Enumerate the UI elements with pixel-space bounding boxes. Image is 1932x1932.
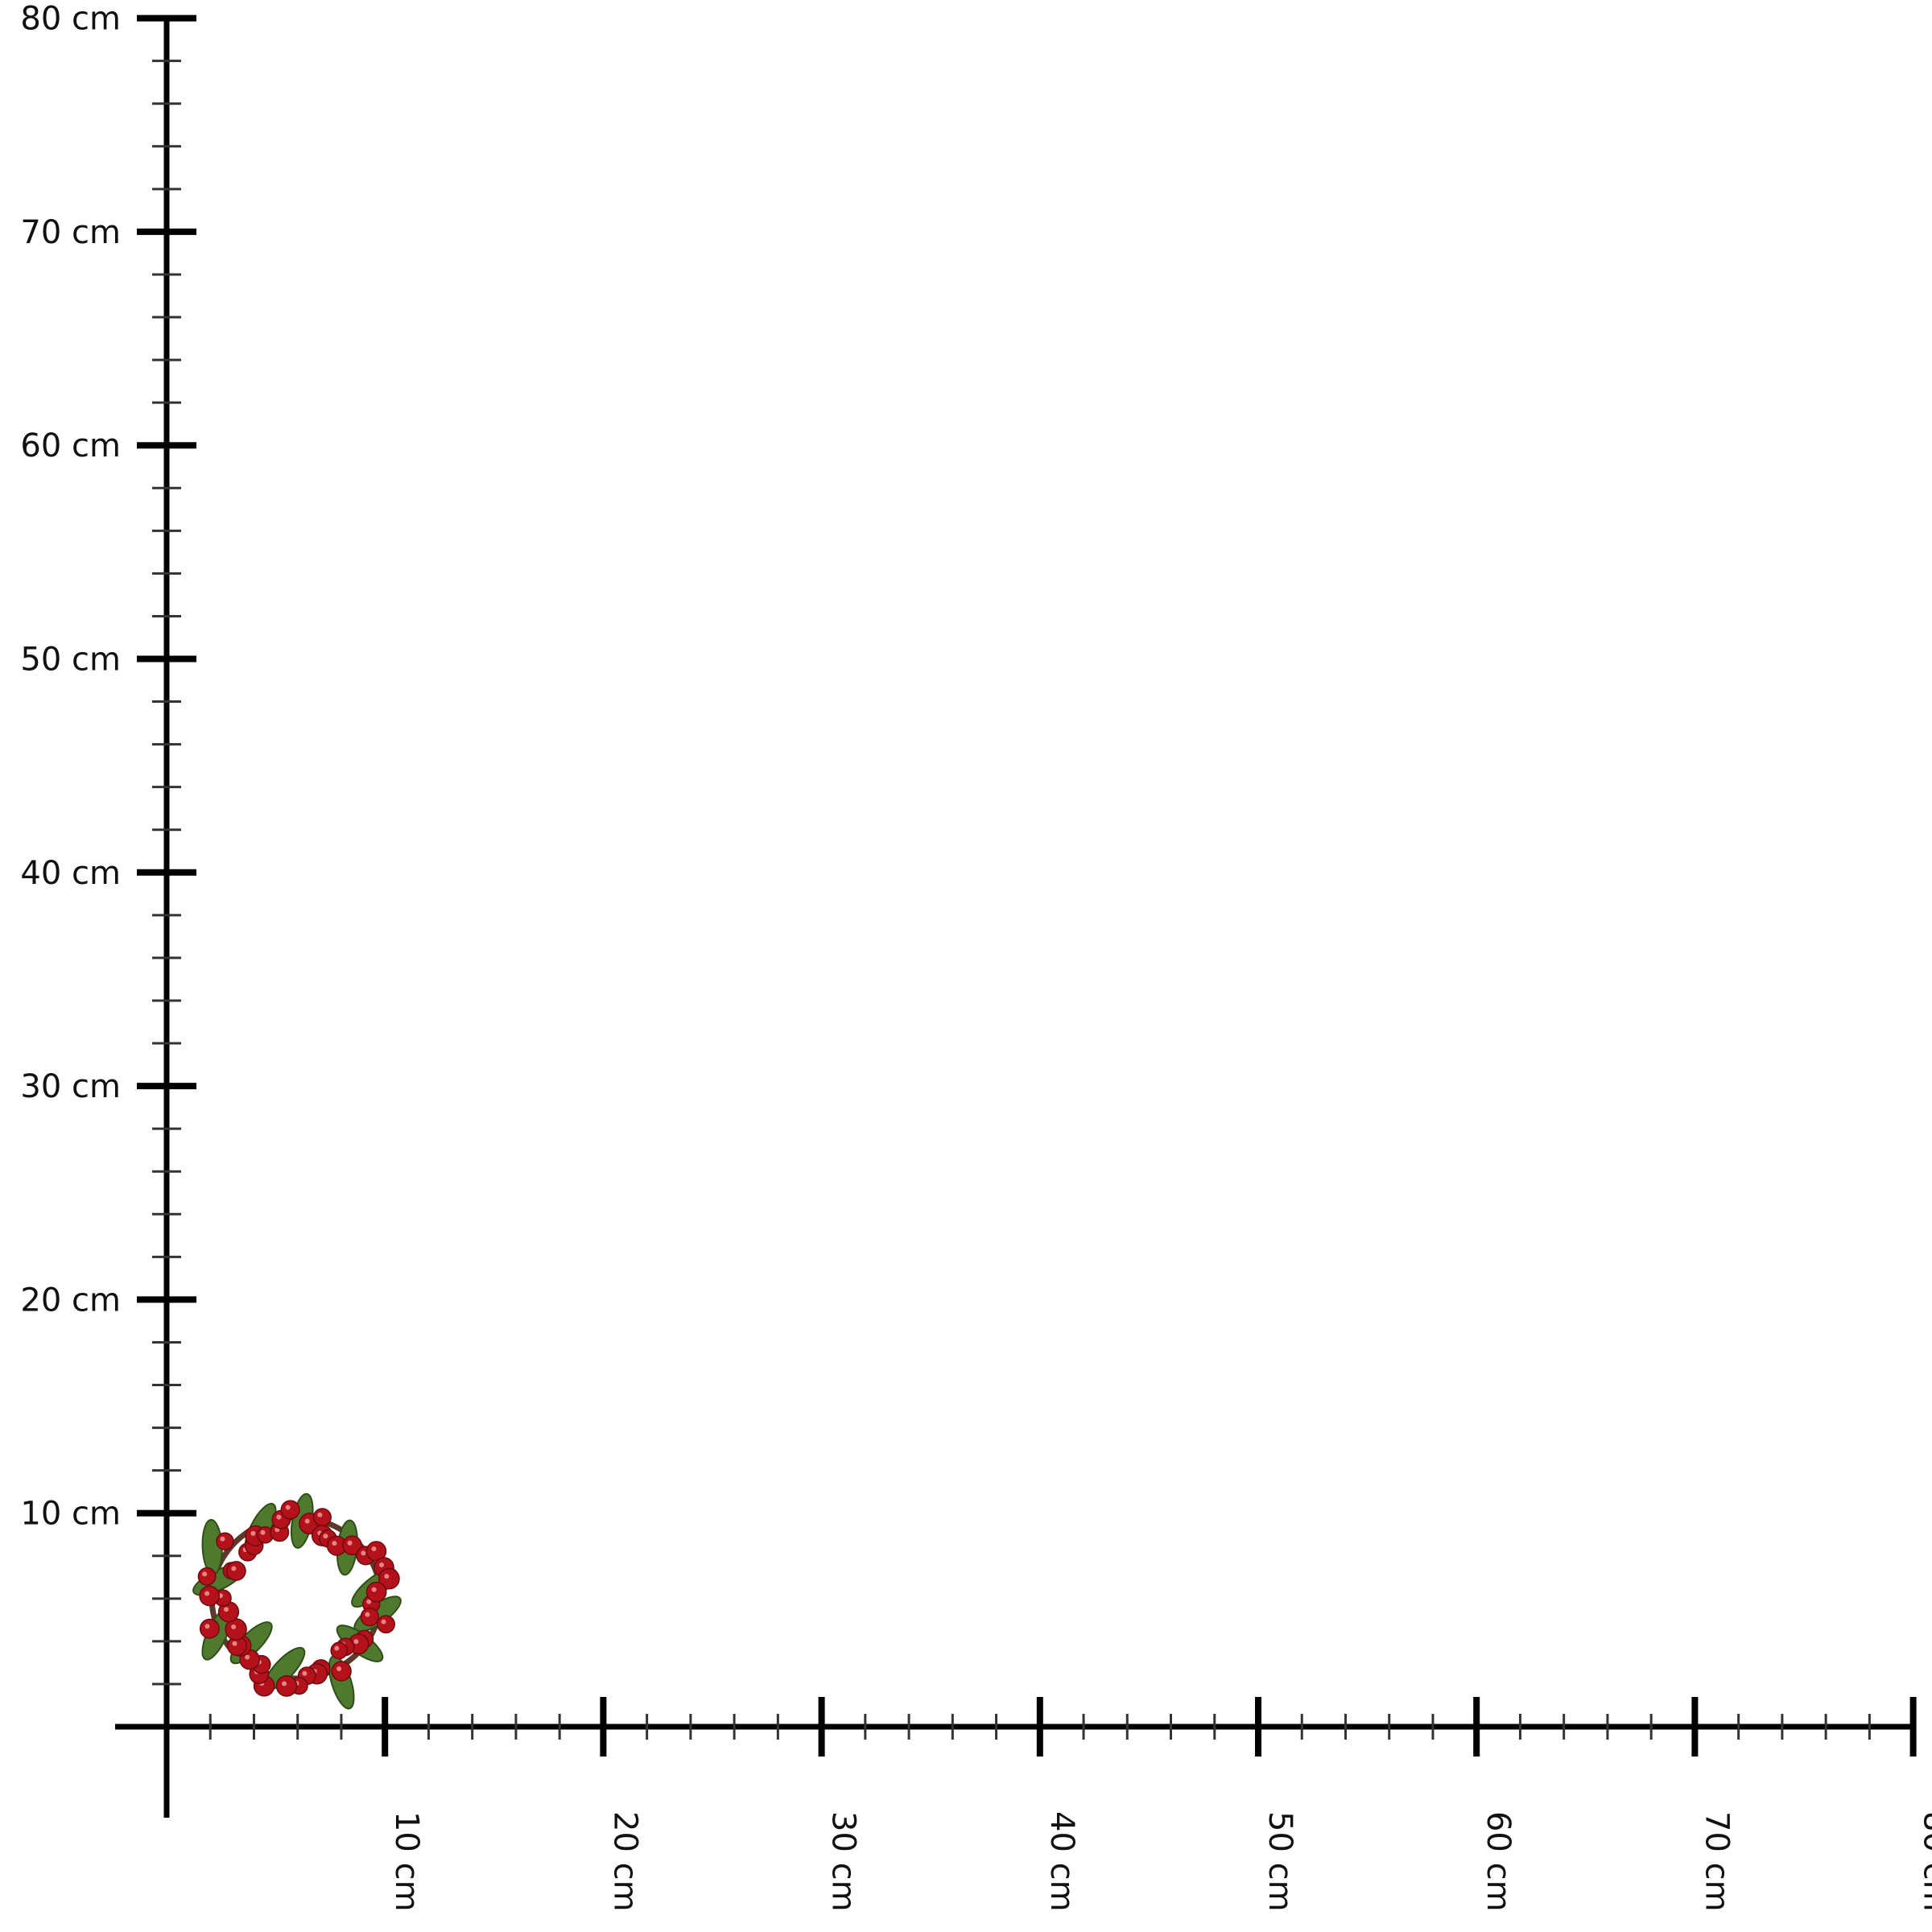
y-tick-label: 80 cm	[20, 1, 121, 38]
berry-highlight	[204, 1624, 210, 1629]
berry-highlight	[361, 1550, 366, 1556]
berry-highlight	[381, 1619, 386, 1624]
berry	[280, 1500, 300, 1520]
berry	[226, 1561, 246, 1581]
y-tick-label: 40 cm	[20, 855, 121, 892]
x-tick-label: 10 cm	[388, 1811, 425, 1912]
berry	[199, 1618, 220, 1639]
berry-highlight	[204, 1591, 210, 1596]
x-tick-label: 80 cm	[1917, 1811, 1932, 1912]
berry-highlight	[260, 1530, 266, 1535]
berry-highlight	[347, 1540, 353, 1546]
berry	[365, 1581, 387, 1603]
x-tick-label: 50 cm	[1261, 1811, 1298, 1912]
y-tick-label: 30 cm	[20, 1068, 121, 1105]
x-tick-label: 70 cm	[1698, 1811, 1735, 1912]
berry-highlight	[302, 1670, 308, 1676]
y-tick-label: 70 cm	[20, 214, 121, 251]
berry-highlight	[317, 1512, 323, 1517]
berry	[312, 1508, 332, 1527]
berry-highlight	[379, 1563, 385, 1568]
x-tick-label: 60 cm	[1480, 1811, 1517, 1912]
berry	[342, 1535, 362, 1556]
berry	[275, 1675, 298, 1697]
berry-highlight	[231, 1566, 237, 1571]
berry-highlight	[332, 1541, 337, 1546]
berry-highlight	[353, 1639, 359, 1645]
berry	[330, 1641, 349, 1660]
berry-highlight	[323, 1534, 328, 1539]
berry-highlight	[276, 1514, 282, 1520]
y-tick-label: 10 cm	[20, 1496, 121, 1533]
berry	[199, 1585, 221, 1607]
berry-highlight	[231, 1624, 237, 1629]
axes-group: 10 cm 20 cm 30 cm 40 cm 50 cm 60 cm 70 cm 80 cm…	[20, 1, 1932, 1912]
berry-highlight	[202, 1571, 208, 1577]
x-tick-label: 40 cm	[1043, 1811, 1080, 1912]
berry	[197, 1567, 217, 1586]
berry	[216, 1532, 234, 1550]
berry	[377, 1615, 395, 1634]
berry-highlight	[250, 1530, 256, 1536]
berry-highlight	[232, 1641, 237, 1646]
berry	[360, 1607, 380, 1627]
berry-highlight	[371, 1546, 377, 1551]
berry-highlight	[282, 1681, 287, 1686]
berry-highlight	[366, 1599, 372, 1604]
wreath-image	[192, 1492, 402, 1710]
berry	[378, 1567, 400, 1590]
berry	[331, 1661, 352, 1682]
berry-highlight	[285, 1505, 291, 1510]
berry-highlight	[304, 1518, 310, 1524]
y-tick-label: 60 cm	[20, 427, 121, 464]
berry-highlight	[220, 1536, 225, 1542]
berry-highlight	[365, 1612, 370, 1617]
berry-highlight	[224, 1607, 229, 1612]
berry-highlight	[334, 1645, 340, 1651]
y-tick-label: 20 cm	[20, 1282, 121, 1319]
berry-highlight	[384, 1574, 390, 1579]
y-tick-label: 50 cm	[20, 642, 121, 679]
berry-highlight	[245, 1654, 250, 1660]
x-tick-label: 20 cm	[606, 1811, 643, 1912]
berry-highlight	[336, 1666, 342, 1671]
berry-highlight	[371, 1587, 377, 1592]
x-tick-label: 30 cm	[825, 1811, 862, 1912]
